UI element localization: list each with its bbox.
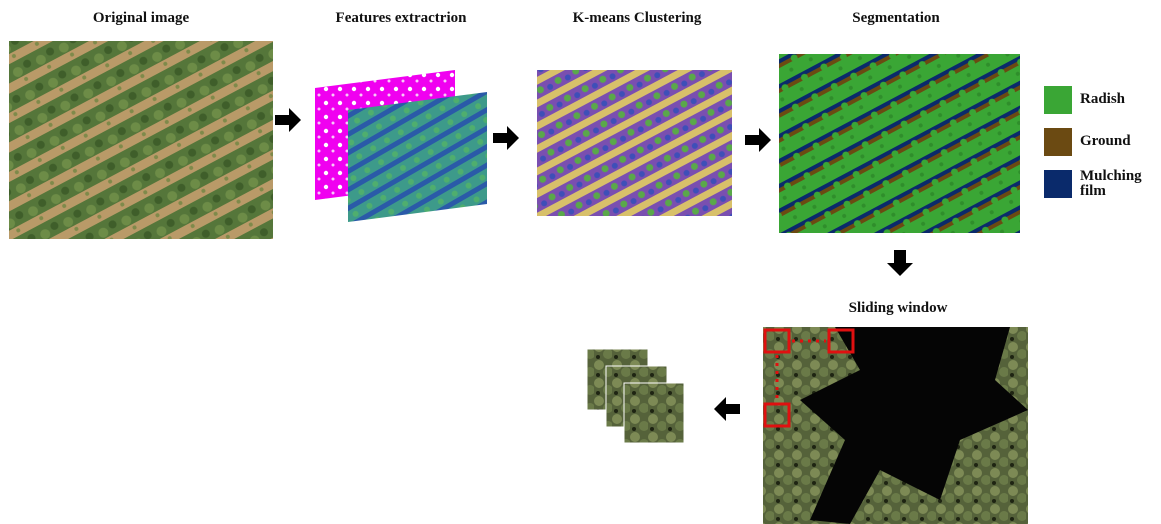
sliding-window-image (763, 327, 1028, 524)
arrow (493, 126, 519, 150)
step-title: K-means Clustering (572, 10, 702, 26)
legend-label: Radish (1080, 91, 1126, 107)
window-boxes (763, 328, 855, 428)
arrow (745, 128, 771, 152)
legend-swatch (1044, 170, 1072, 198)
arrow (275, 108, 301, 132)
kmeans-image (537, 70, 732, 216)
legend-label: Mulching film (1080, 168, 1142, 199)
arrow (714, 397, 740, 421)
feature-map-2 (348, 92, 487, 222)
step-title: Segmentation (852, 10, 940, 26)
legend-swatch (1044, 86, 1072, 114)
legend-label: Ground (1080, 133, 1131, 149)
arrow (887, 250, 913, 276)
patch-stack (586, 348, 685, 444)
step-title: Sliding window (848, 300, 948, 316)
step-title: Original image (92, 10, 190, 26)
segmentation-image (779, 54, 1020, 233)
step-title: Features extractrion (335, 10, 467, 26)
legend-swatch (1044, 128, 1072, 156)
original-image (9, 41, 273, 239)
